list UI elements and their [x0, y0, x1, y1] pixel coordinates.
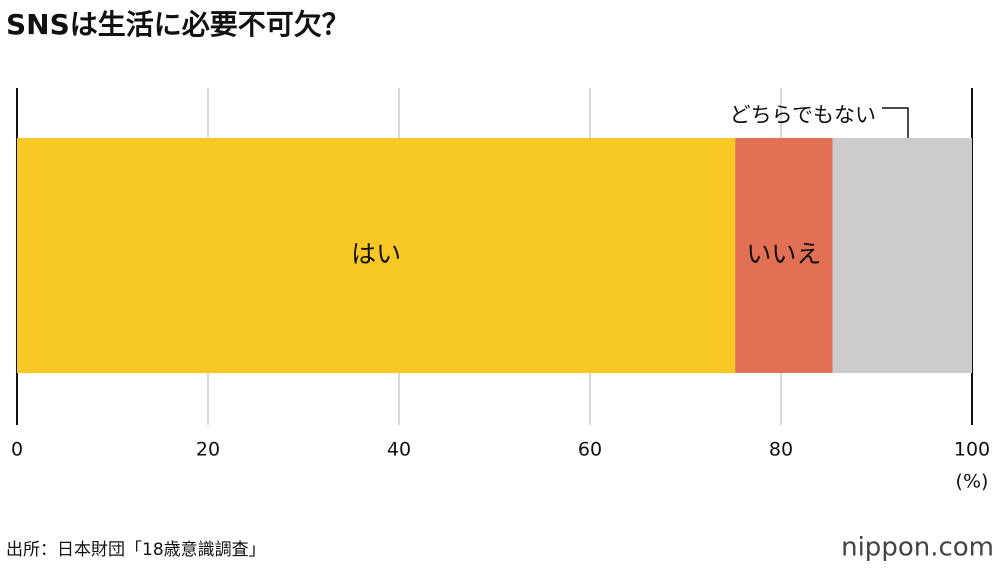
x-tick-label: 20	[196, 439, 220, 461]
x-tick-label: 40	[387, 439, 411, 461]
logo: nippon.com	[841, 533, 994, 563]
segment-label: いいえ	[746, 240, 821, 269]
leader-line	[882, 107, 909, 138]
x-tick-label: 60	[578, 439, 602, 461]
segment-label: どちらでもない	[730, 103, 876, 127]
bar-segment	[735, 138, 833, 373]
chart-title: SNSは生活に必要不可欠？	[6, 8, 350, 41]
segment-label: はい	[351, 240, 401, 269]
x-tick-label: 80	[769, 439, 793, 461]
x-unit: (%)	[956, 471, 989, 493]
x-tick-label: 100	[954, 439, 990, 461]
source: 出所：日本財団「18歳意識調査」	[6, 540, 266, 560]
bar-segment	[832, 138, 972, 373]
x-tick-label: 0	[11, 439, 23, 461]
bar-segment	[17, 138, 736, 373]
